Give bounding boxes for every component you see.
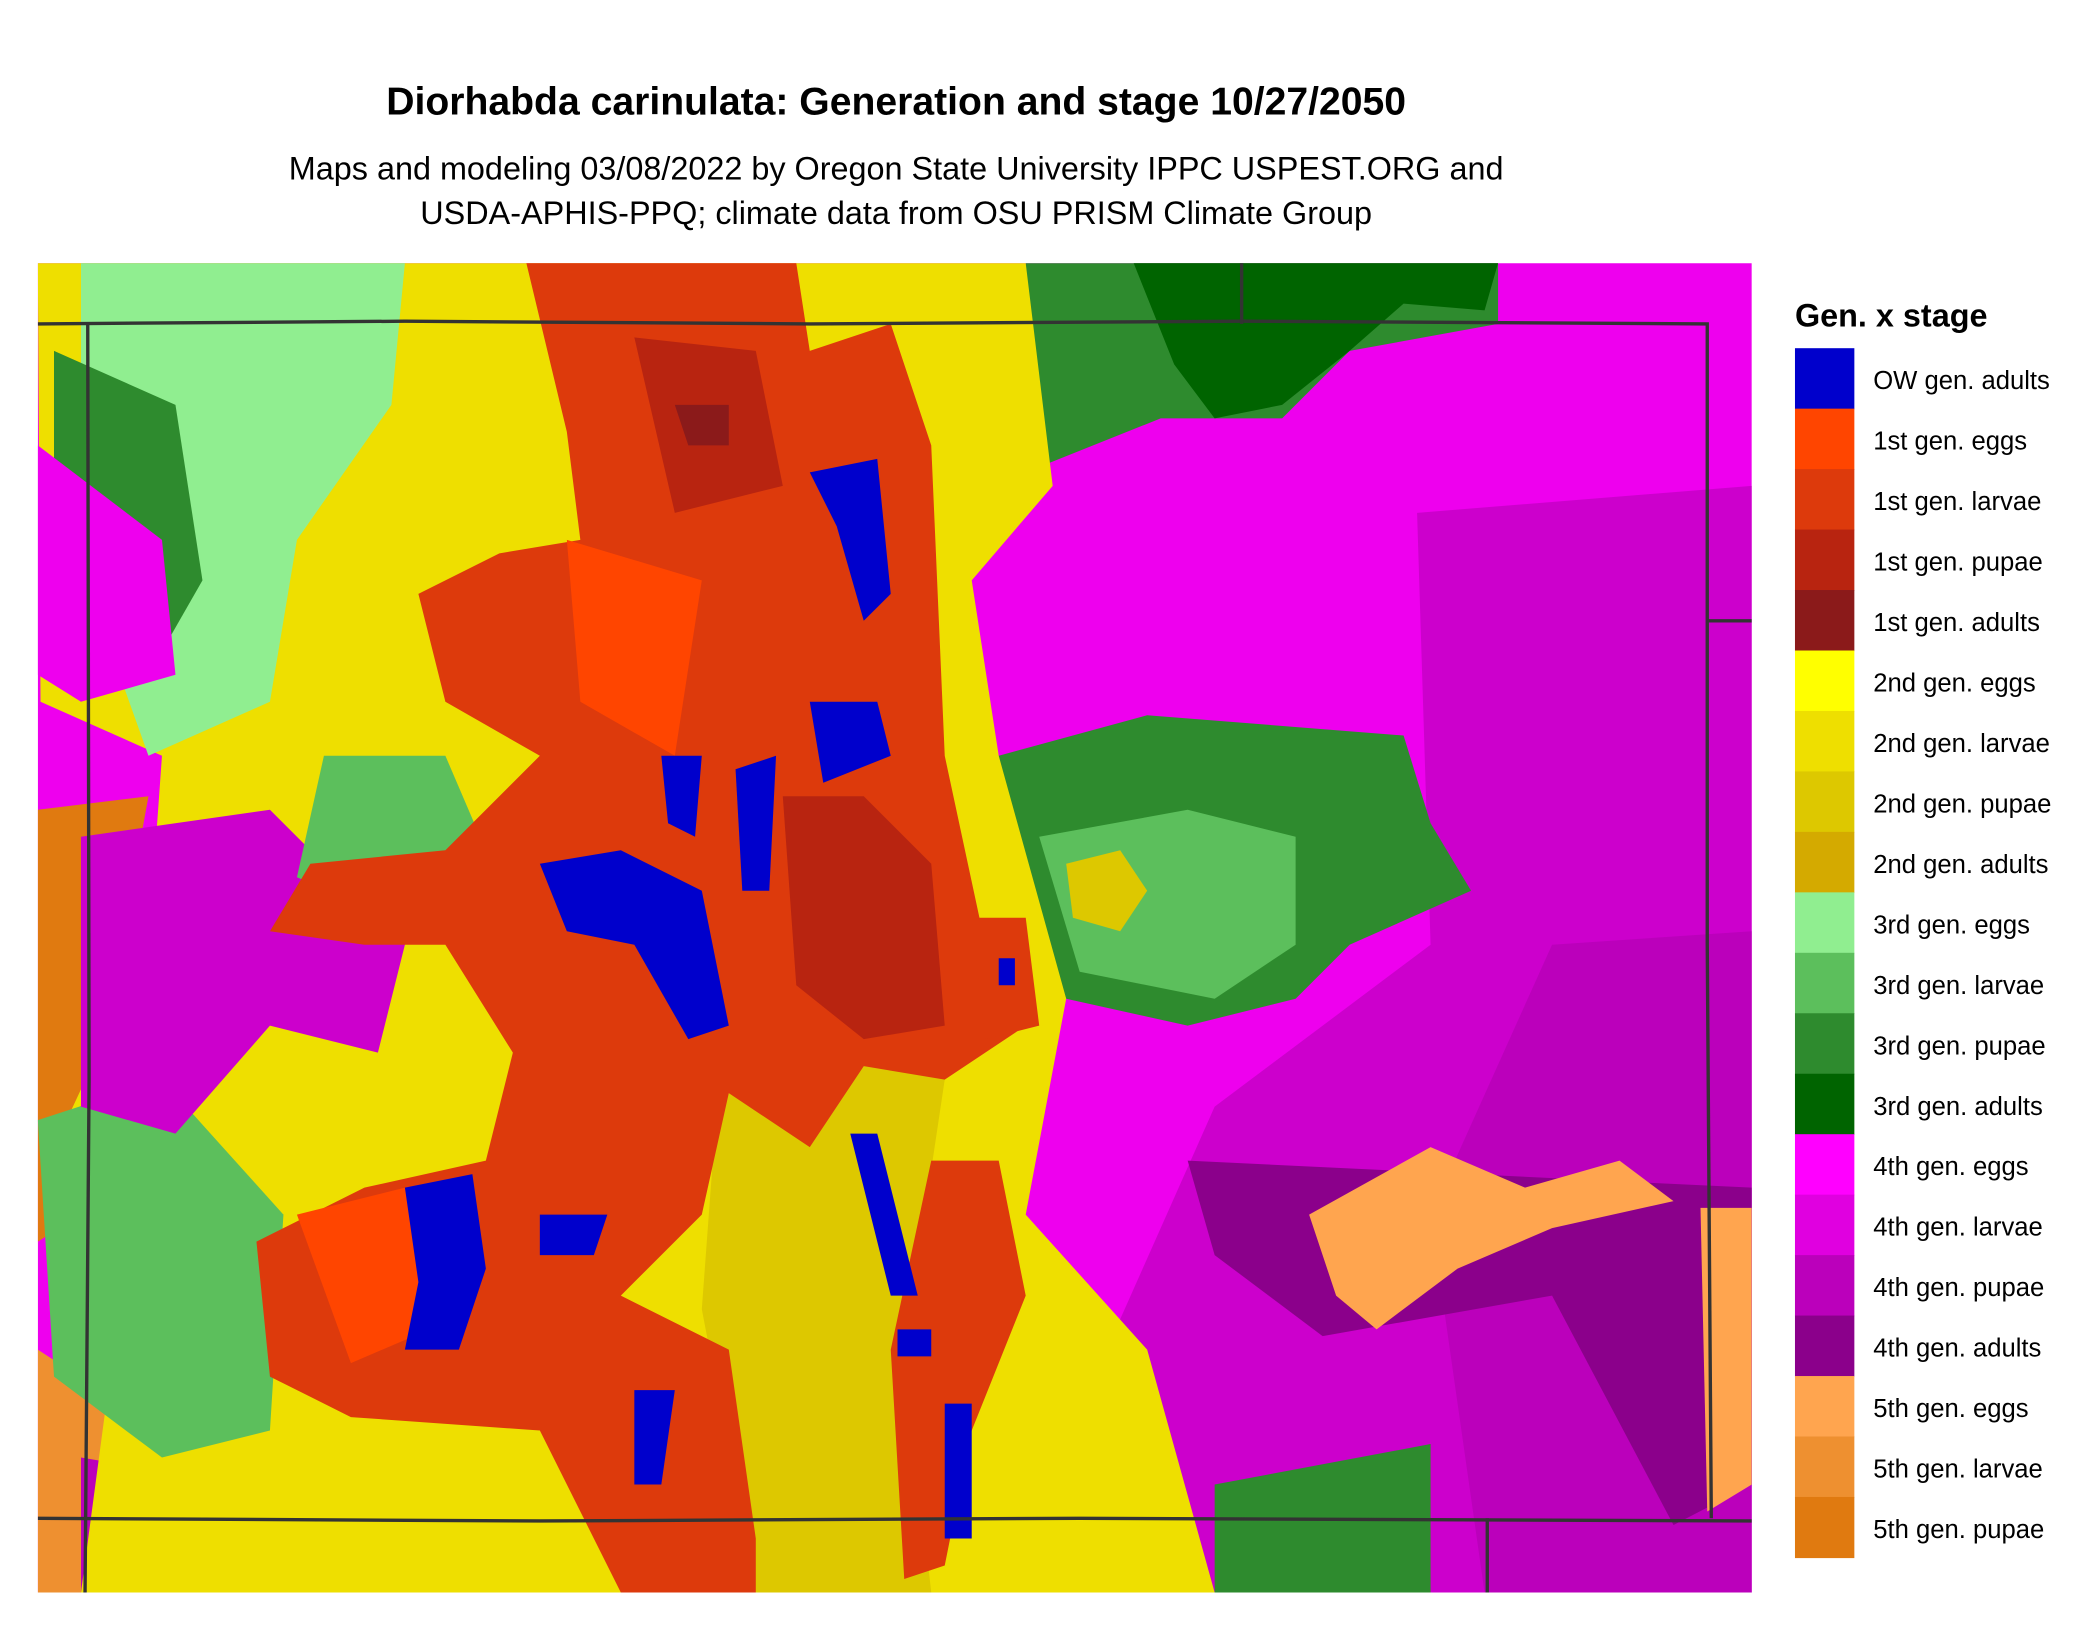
- legend-label: 1st gen. larvae: [1873, 488, 2041, 516]
- legend-label: 4th gen. adults: [1873, 1335, 2041, 1363]
- legend-swatch: [1794, 1496, 1855, 1559]
- legend-swatch: [1794, 348, 1855, 410]
- legend-swatch: [1794, 1013, 1855, 1075]
- legend-label: 4th gen. larvae: [1873, 1214, 2043, 1242]
- map-raster: [37, 263, 1752, 1593]
- legend-label: 1st gen. eggs: [1873, 428, 2027, 456]
- legend-swatch: [1794, 1436, 1855, 1498]
- legend-swatch: [1794, 1315, 1855, 1377]
- title: Diorhabda carinulata: Generation and sta…: [386, 81, 1406, 124]
- legend-swatch: [1794, 952, 1855, 1014]
- legend-label: 2nd gen. larvae: [1873, 730, 2050, 758]
- legend-swatch: [1794, 771, 1855, 833]
- legend-label: 1st gen. pupae: [1873, 549, 2043, 577]
- legend-swatch: [1794, 408, 1855, 470]
- legend-label: 1st gen. adults: [1873, 609, 2040, 637]
- legend-swatch: [1794, 1376, 1855, 1438]
- legend-label: 2nd gen. eggs: [1873, 670, 2035, 698]
- subtitle-line: USDA-APHIS-PPQ; climate data from OSU PR…: [420, 195, 1372, 231]
- legend-label: 2nd gen. adults: [1873, 851, 2048, 879]
- legend-swatch: [1794, 1194, 1855, 1256]
- legend-label: 3rd gen. larvae: [1873, 972, 2044, 1000]
- legend-label: 2nd gen. pupae: [1873, 790, 2051, 818]
- legend-swatch: [1794, 1134, 1855, 1196]
- legend-swatch: [1794, 1255, 1855, 1317]
- legend-label: 4th gen. pupae: [1873, 1274, 2044, 1302]
- legend-swatch: [1794, 710, 1855, 773]
- legend-swatch: [1794, 529, 1855, 591]
- legend-title: Gen. x stage: [1795, 298, 1988, 334]
- legend-swatch: [1794, 469, 1855, 531]
- legend-label: 5th gen. larvae: [1873, 1456, 2043, 1484]
- legend-label: 3rd gen. pupae: [1873, 1032, 2045, 1060]
- legend-label: 5th gen. pupae: [1873, 1516, 2044, 1544]
- legend-label: OW gen. adults: [1873, 367, 2050, 395]
- legend-label: 3rd gen. adults: [1873, 1093, 2043, 1121]
- legend-swatch: [1794, 590, 1855, 652]
- legend-swatch: [1794, 1073, 1855, 1135]
- legend-swatch: [1794, 650, 1855, 712]
- legend-label: 5th gen. eggs: [1873, 1395, 2028, 1423]
- subtitle-line: Maps and modeling 03/08/2022 by Oregon S…: [289, 150, 1504, 186]
- legend-label: 4th gen. eggs: [1873, 1153, 2028, 1181]
- legend-swatch: [1794, 892, 1855, 954]
- legend-label: 3rd gen. eggs: [1873, 911, 2030, 939]
- legend: OW gen. adults 1st gen. eggs 1st gen. larv…: [1794, 348, 2051, 1559]
- legend-swatch: [1794, 831, 1855, 894]
